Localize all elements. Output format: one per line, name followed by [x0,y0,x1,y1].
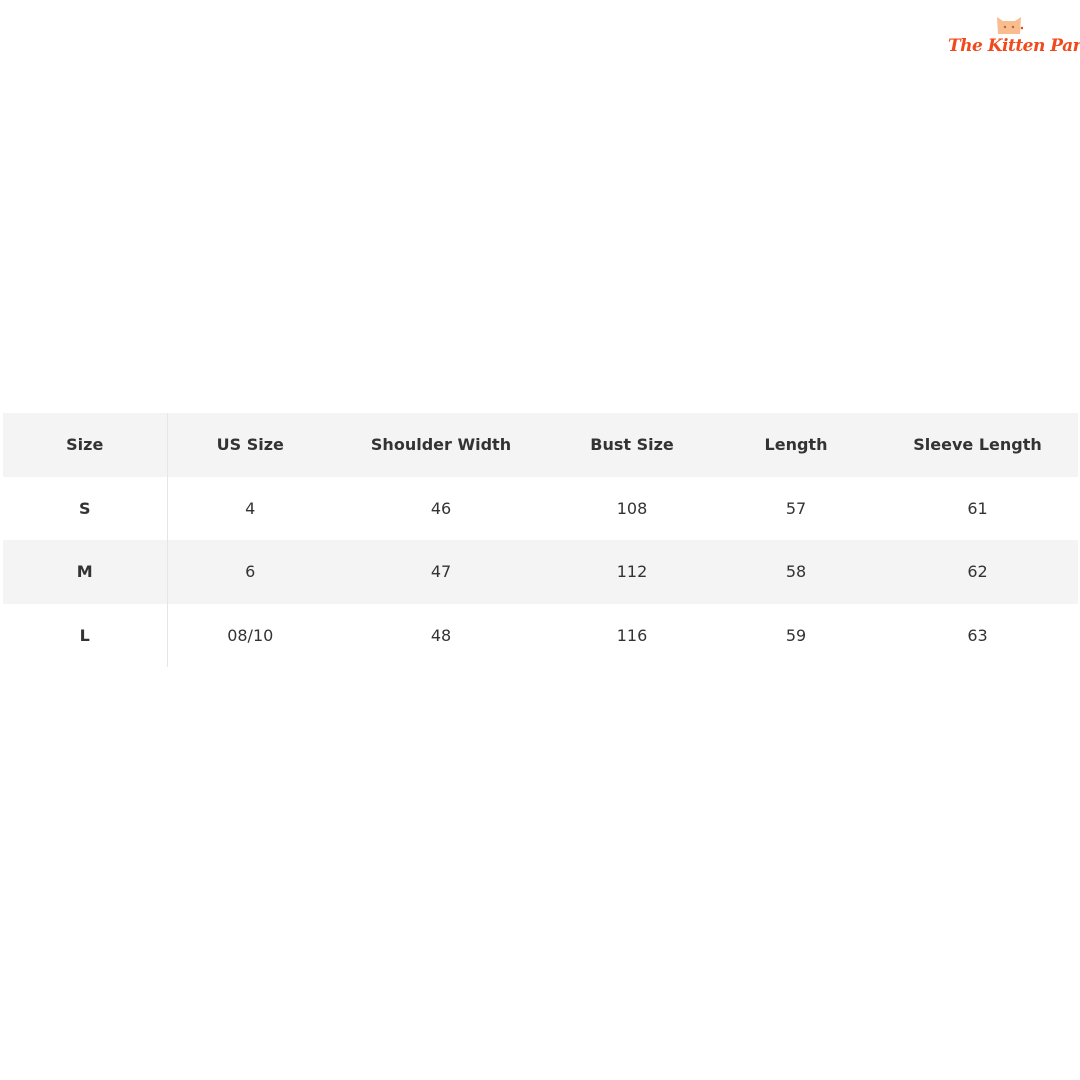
header-us-size: US Size [216,435,284,455]
cell: L [3,603,168,667]
cell: 47 [430,562,452,582]
table-row: L 08/10 48 116 59 63 [3,603,1078,667]
cell: 4 [245,498,256,518]
cell: 6 [245,562,256,582]
cell: 112 [616,562,648,582]
cat-face-icon [997,17,1023,34]
cell: 116 [616,625,648,645]
cell: 46 [430,498,452,518]
header-bust-size: Bust Size [590,435,674,455]
brand-name: The Kitten Park [948,36,1080,56]
cell: 108 [616,498,648,518]
cell: S [3,476,168,540]
table-row: M 6 47 112 58 62 [3,540,1078,604]
header-length: Length [764,435,828,455]
cell: 58 [785,562,807,582]
header-size: Size [3,413,168,477]
cell: M [3,540,168,604]
header-shoulder-width: Shoulder Width [370,435,512,455]
table-header-row: Size US Size Shoulder Width Bust Size Le… [3,413,1078,477]
table-row: S 4 46 108 57 61 [3,476,1078,540]
cell: 08/10 [227,625,274,645]
cell: 61 [967,498,988,518]
size-chart-table: Size US Size Shoulder Width Bust Size Le… [3,413,1078,667]
header-sleeve-length: Sleeve Length [913,435,1042,455]
cell: 57 [785,498,807,518]
cell: 48 [430,625,452,645]
cell: 59 [785,625,807,645]
cell: 63 [967,625,988,645]
brand-logo: The Kitten Park [948,12,1080,68]
cell: 62 [967,562,988,582]
